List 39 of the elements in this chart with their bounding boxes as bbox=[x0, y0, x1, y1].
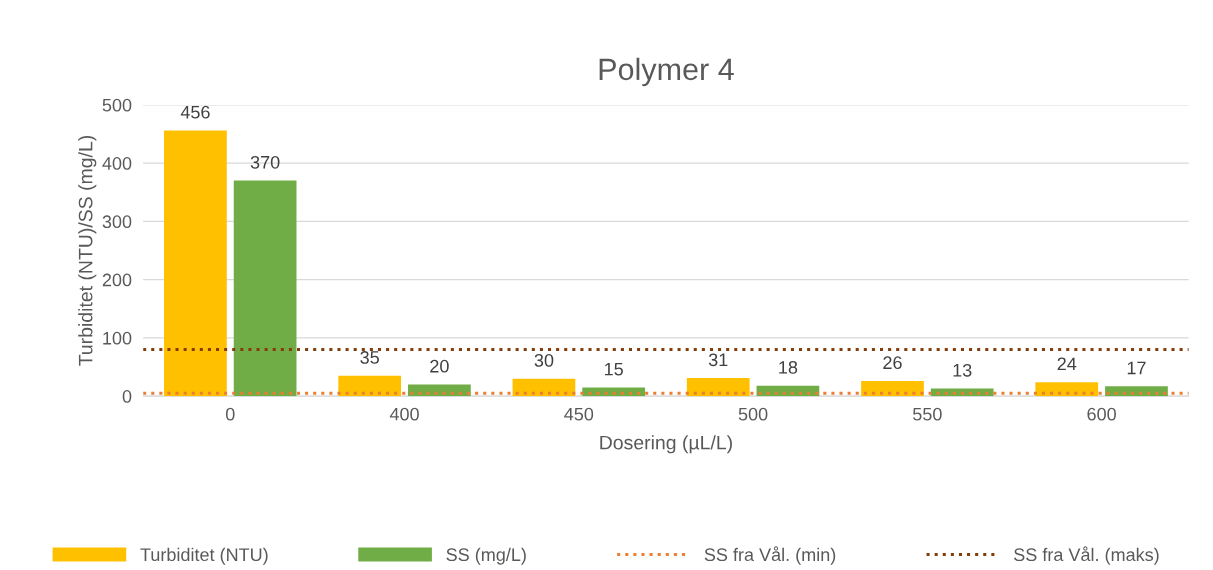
x-tick-label: 400 bbox=[389, 407, 419, 421]
legend-label: SS fra Vål. (min) bbox=[704, 546, 836, 565]
data-label: 17 bbox=[1127, 361, 1146, 375]
data-label: 13 bbox=[953, 363, 972, 377]
data-label: 15 bbox=[604, 362, 623, 376]
y-tick-label: 200 bbox=[102, 273, 132, 287]
x-tick-label: 500 bbox=[738, 407, 768, 421]
y-tick-label: 500 bbox=[102, 98, 132, 112]
data-label: 31 bbox=[708, 353, 728, 367]
bar bbox=[408, 384, 471, 397]
data-label: 26 bbox=[883, 356, 902, 370]
chart-title: Polymer 4 bbox=[599, 57, 734, 87]
y-tick-label: 0 bbox=[122, 390, 132, 403]
bar bbox=[233, 180, 297, 397]
data-label: 456 bbox=[180, 105, 210, 119]
data-label: 18 bbox=[779, 360, 798, 374]
legend-label: SS fra Vål. (maks) bbox=[1014, 546, 1159, 565]
bar bbox=[861, 381, 924, 397]
legend-label: Turbiditet (NTU) bbox=[140, 547, 268, 565]
bar bbox=[338, 375, 402, 397]
data-label: 370 bbox=[250, 155, 280, 169]
data-label: 24 bbox=[1057, 357, 1077, 371]
y-tick-label: 300 bbox=[102, 215, 132, 229]
legend-label: SS (mg/L) bbox=[446, 547, 526, 565]
bar bbox=[512, 378, 576, 397]
y-axis-title: Turbiditet (NTU)/SS (mg/L) bbox=[78, 135, 97, 366]
bar bbox=[1035, 382, 1099, 397]
x-tick-label: 0 bbox=[225, 407, 235, 421]
bar bbox=[164, 130, 227, 397]
y-tick-label: 400 bbox=[102, 157, 132, 170]
y-tick-label: 100 bbox=[103, 331, 132, 345]
x-axis-title: Dosering (µL/L) bbox=[600, 435, 732, 454]
data-label: 35 bbox=[360, 351, 379, 364]
data-label: 20 bbox=[430, 359, 449, 373]
x-tick-label: 600 bbox=[1087, 407, 1116, 421]
bar bbox=[686, 378, 750, 397]
data-label: 30 bbox=[534, 353, 554, 367]
x-tick-label: 450 bbox=[564, 407, 594, 421]
x-tick-label: 550 bbox=[913, 407, 942, 421]
